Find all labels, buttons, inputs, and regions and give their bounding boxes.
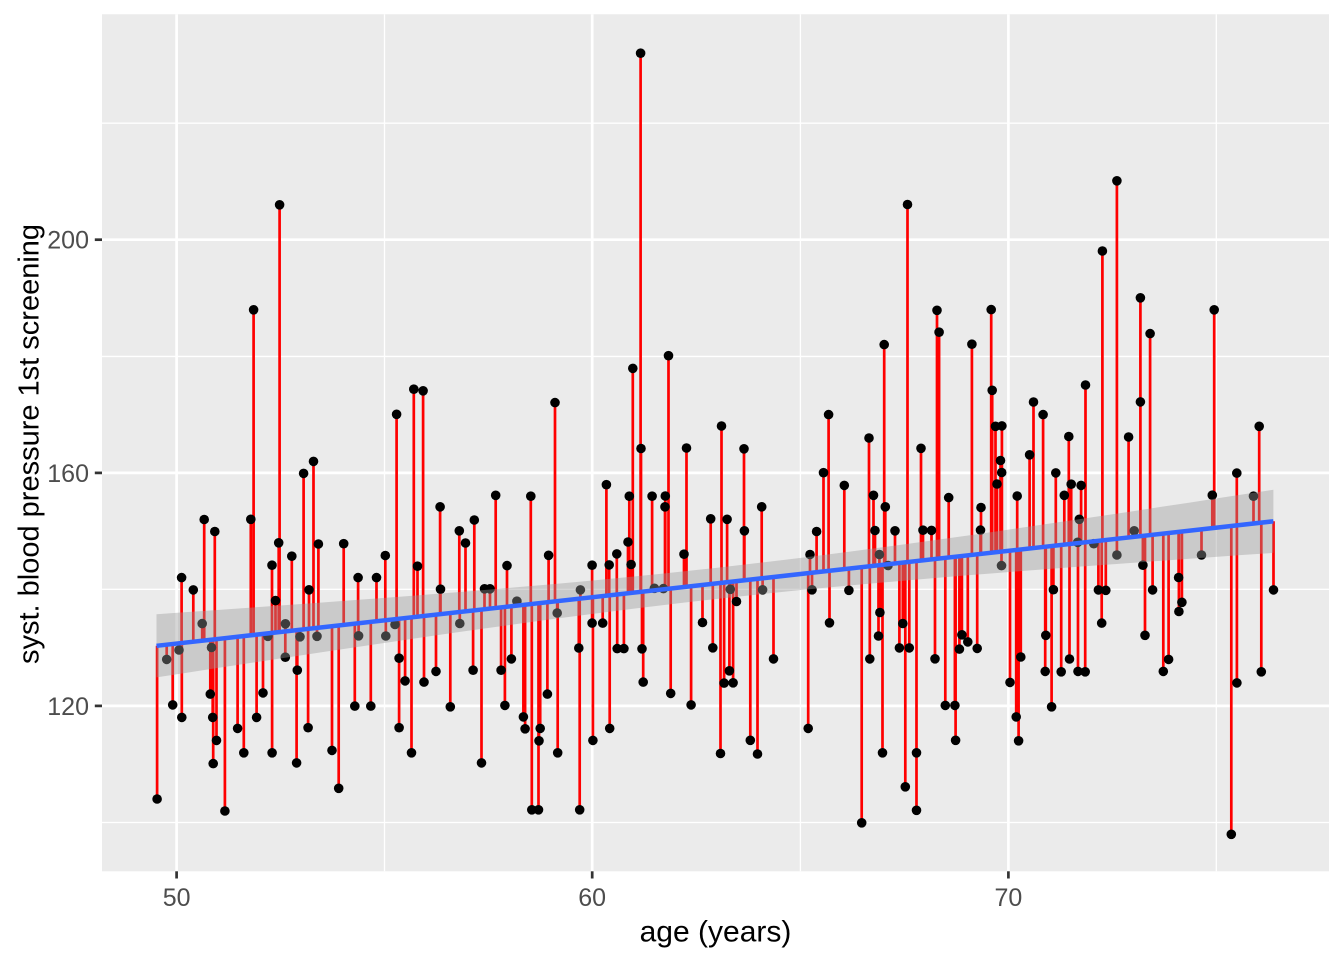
svg-text:age (years): age (years) [640, 916, 792, 949]
svg-text:160: 160 [47, 460, 89, 488]
svg-text:120: 120 [47, 693, 89, 721]
svg-text:60: 60 [578, 884, 606, 912]
svg-text:syst. blood pressure 1st scree: syst. blood pressure 1st screening [14, 224, 46, 664]
svg-text:200: 200 [47, 227, 89, 255]
svg-text:70: 70 [994, 884, 1022, 912]
svg-text:50: 50 [163, 884, 191, 912]
